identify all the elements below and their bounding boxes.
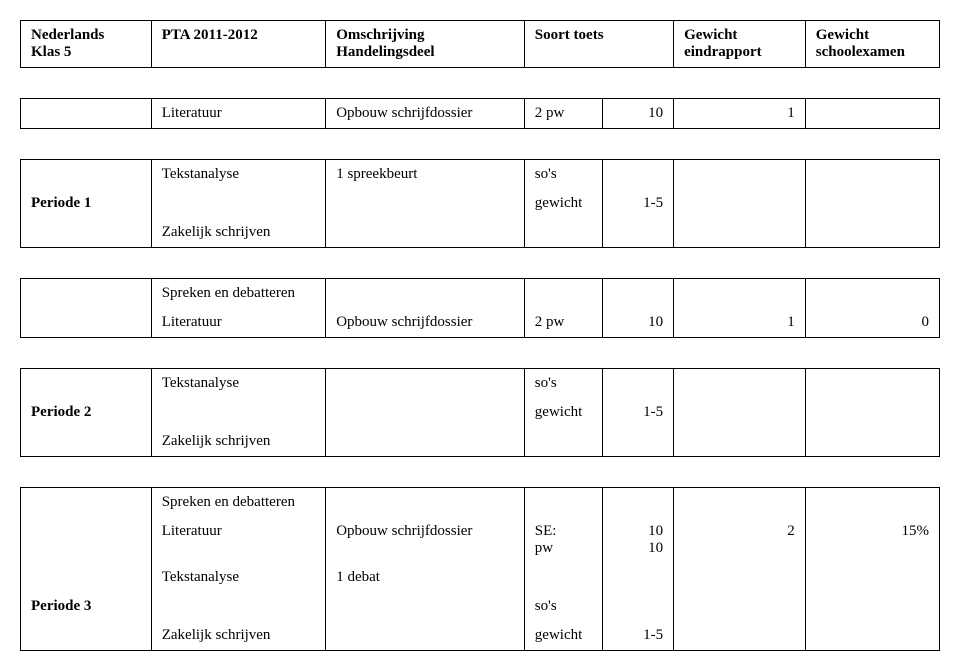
hdr-gew-school-l1: Gewicht (816, 27, 869, 43)
p2-sos: so's (524, 369, 602, 399)
hdr-soort: Soort toets (524, 21, 673, 68)
p1-label: Periode 1 (21, 189, 152, 218)
p2-label: Periode 2 (21, 398, 152, 427)
p1-tekstanalyse: Tekstanalyse (151, 160, 325, 190)
p1-gval: 1-5 (603, 189, 674, 218)
hdr-subject-l2: Klas 5 (31, 44, 71, 60)
hdr-subject-l1: Nederlands (31, 27, 104, 43)
p2-row1: Tekstanalyse so's (21, 369, 940, 399)
spacer-row (21, 68, 940, 99)
p2-row3: Zakelijk schrijven (21, 427, 940, 457)
spreken1-row: Spreken en debatteren (21, 279, 940, 309)
p3-zakelijk: Zakelijk schrijven (151, 621, 325, 651)
hdr-gew-eind: Gewicht eindrapport (674, 21, 806, 68)
p1-row3: Zakelijk schrijven (21, 218, 940, 248)
header-row: Nederlands Klas 5 PTA 2011-2012 Omschrij… (21, 21, 940, 68)
hdr-gew-eind-l1: Gewicht (684, 27, 737, 43)
pta-table: Nederlands Klas 5 PTA 2011-2012 Omschrij… (20, 20, 940, 651)
hdr-oms: Omschrijving Handelingsdeel (326, 21, 525, 68)
lit3-toets-l2: pw (535, 540, 553, 556)
p3-row3: Zakelijk schrijven gewicht 1-5 (21, 621, 940, 651)
lit1-oms: Opbouw schrijfdossier (326, 99, 525, 129)
lit3-g3: 15% (805, 517, 939, 563)
p3-gval: 1-5 (603, 621, 674, 651)
lit3-g1-l2: 10 (648, 540, 663, 556)
p3-gewicht: gewicht (524, 621, 602, 651)
lit3-toets: SE: pw (524, 517, 602, 563)
p2-tekstanalyse: Tekstanalyse (151, 369, 325, 399)
p1-spreekbeurt: 1 spreekbeurt (326, 160, 525, 190)
hdr-subject: Nederlands Klas 5 (21, 21, 152, 68)
lit2-toets: 2 pw (524, 308, 602, 338)
p2-gval: 1-5 (603, 398, 674, 427)
hdr-gew-school-l2: schoolexamen (816, 44, 905, 60)
lit2-row: Literatuur Opbouw schrijfdossier 2 pw 10… (21, 308, 940, 338)
p2-row2: Periode 2 gewicht 1-5 (21, 398, 940, 427)
hdr-oms-l2: Handelingsdeel (336, 44, 434, 60)
p3-sos: so's (524, 592, 602, 621)
spacer-row (21, 457, 940, 488)
hdr-pta: PTA 2011-2012 (151, 21, 325, 68)
spreken2-row: Spreken en debatteren (21, 488, 940, 518)
p3-tekstanalyse: Tekstanalyse (151, 563, 325, 592)
lit3-row: Literatuur Opbouw schrijfdossier SE: pw … (21, 517, 940, 563)
p3-row2: Periode 3 so's (21, 592, 940, 621)
lit3-g1-l1: 10 (648, 523, 663, 539)
lit3-oms: Opbouw schrijfdossier (326, 517, 525, 563)
lit1-row: Literatuur Opbouw schrijfdossier 2 pw 10… (21, 99, 940, 129)
hdr-gew-school: Gewicht schoolexamen (805, 21, 939, 68)
spacer-row (21, 248, 940, 279)
spreken2: Spreken en debatteren (151, 488, 325, 518)
lit1-g3 (805, 99, 939, 129)
lit2-g3: 0 (805, 308, 939, 338)
p1-row2: Periode 1 gewicht 1-5 (21, 189, 940, 218)
lit2-name: Literatuur (151, 308, 325, 338)
spacer-row (21, 338, 940, 369)
lit1-name: Literatuur (151, 99, 325, 129)
p3-debat: 1 debat (326, 563, 525, 592)
lit2-g2: 1 (674, 308, 806, 338)
p1-sos: so's (524, 160, 602, 190)
hdr-oms-l1: Omschrijving (336, 27, 424, 43)
lit3-toets-l1: SE: (535, 523, 557, 539)
p2-zakelijk: Zakelijk schrijven (151, 427, 325, 457)
lit3-g2: 2 (674, 517, 806, 563)
p2-gewicht: gewicht (524, 398, 602, 427)
lit2-g1: 10 (603, 308, 674, 338)
lit1-toets: 2 pw (524, 99, 602, 129)
p1-gewicht: gewicht (524, 189, 602, 218)
p1-row1: Tekstanalyse 1 spreekbeurt so's (21, 160, 940, 190)
p1-zakelijk: Zakelijk schrijven (151, 218, 325, 248)
spacer-row (21, 129, 940, 160)
hdr-gew-eind-l2: eindrapport (684, 44, 762, 60)
p3-label: Periode 3 (21, 592, 152, 621)
lit3-name: Literatuur (151, 517, 325, 563)
p3-row1: Tekstanalyse 1 debat (21, 563, 940, 592)
lit3-g1: 10 10 (603, 517, 674, 563)
lit1-g1: 10 (603, 99, 674, 129)
lit2-oms: Opbouw schrijfdossier (326, 308, 525, 338)
spreken1: Spreken en debatteren (151, 279, 325, 309)
lit1-g2: 1 (674, 99, 806, 129)
